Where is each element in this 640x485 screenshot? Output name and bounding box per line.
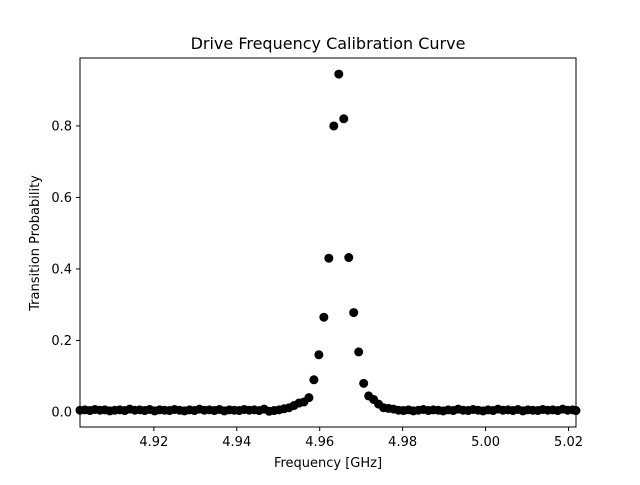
data-point [359,378,369,388]
x-tick-label: 4.98 [388,435,417,450]
x-tick-label: 4.94 [222,435,251,450]
y-tick-label: 0.6 [51,191,72,206]
data-point [334,69,344,79]
data-point [314,350,324,360]
x-tick-label: 4.96 [305,435,334,450]
data-points [75,69,581,416]
data-point [349,308,359,318]
data-point [324,253,334,263]
x-tick-label: 5.02 [554,435,583,450]
y-axis-label: Transition Probability [28,175,43,312]
y-axis-ticks: 0.0 0.2 0.4 0.6 0.8 [51,119,80,420]
data-point [354,347,364,357]
data-point [309,375,319,385]
data-point [329,121,339,131]
x-axis-label: Frequency [GHz] [274,456,382,471]
x-axis-ticks: 4.92 4.94 4.96 4.98 5.00 5.02 [139,427,583,450]
data-point [304,393,314,403]
x-tick-label: 4.92 [139,435,168,450]
plot-frame [79,57,577,428]
x-tick-label: 5.00 [471,435,500,450]
y-tick-label: 0.4 [51,262,72,277]
data-point [344,253,354,263]
data-point [319,312,329,322]
y-tick-label: 0.8 [51,119,72,134]
y-tick-label: 0.2 [51,334,72,349]
y-tick-label: 0.0 [51,405,72,420]
chart-title: Drive Frequency Calibration Curve [191,34,466,53]
data-point [339,114,349,124]
